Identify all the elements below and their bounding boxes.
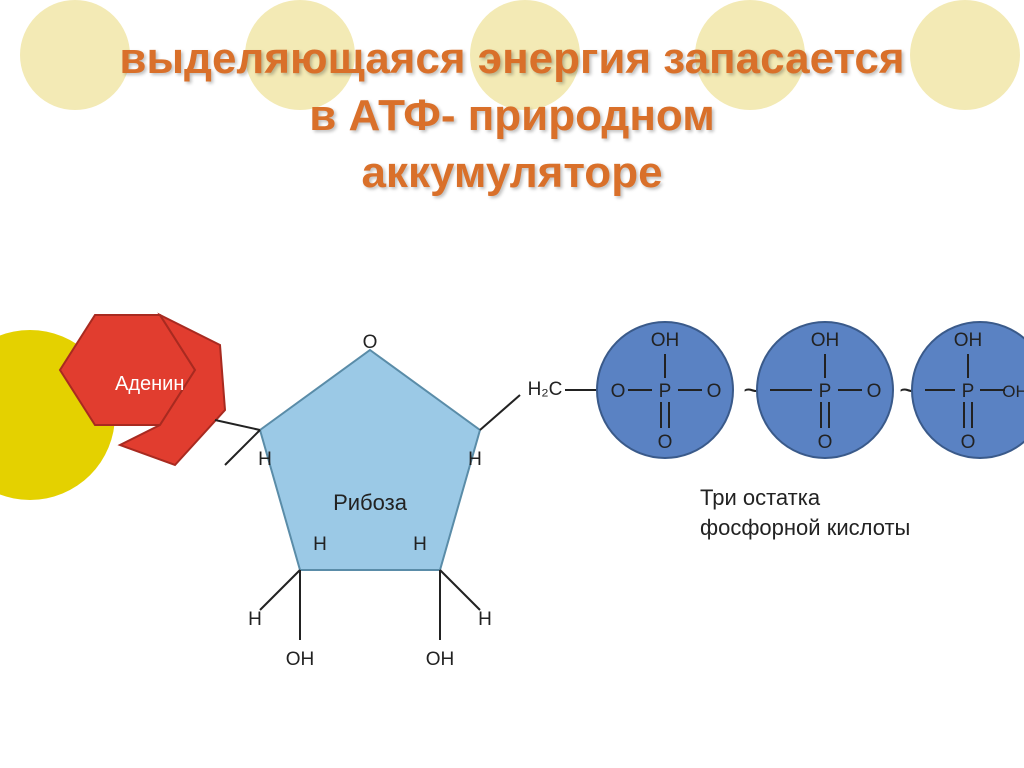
- ribose-oh-left: OH: [286, 649, 315, 670]
- ribose-group: O H H H H Рибоза: [258, 332, 482, 570]
- svg-text:OH: OH: [1002, 382, 1024, 401]
- adenine-label: Аденин: [115, 373, 184, 395]
- phosphate-1: O P O OH O: [597, 322, 733, 458]
- svg-text:O: O: [818, 432, 833, 453]
- svg-text:OH: OH: [651, 330, 680, 351]
- ribose-h-2: H: [468, 449, 482, 470]
- svg-text:O: O: [707, 381, 722, 402]
- svg-text:O: O: [611, 381, 626, 402]
- ribose-h-1: H: [258, 449, 272, 470]
- title-line-2: в АТФ- природном: [0, 87, 1024, 144]
- ribose-h-4: H: [413, 534, 427, 555]
- ribose-label: Рибоза: [333, 490, 408, 515]
- title-line-1: выделяющаяся энергия запасается: [0, 30, 1024, 87]
- adenine-ribose-bond: [215, 420, 260, 430]
- svg-text:O: O: [658, 432, 673, 453]
- ribose-oh-right: OH: [426, 649, 455, 670]
- phosphate-caption-2: фосфорной кислоты: [700, 515, 910, 540]
- svg-text:O: O: [961, 432, 976, 453]
- ribose-h-right: H: [478, 609, 492, 630]
- title: выделяющаяся энергия запасается в АТФ- п…: [0, 30, 1024, 202]
- ribose-h-3: H: [313, 534, 327, 555]
- phosphate-2: P O OH O: [757, 322, 893, 458]
- ribose-h-left: H: [248, 609, 262, 630]
- adenine-group: Аденин: [60, 315, 225, 465]
- title-line-3: аккумуляторе: [0, 144, 1024, 201]
- svg-text:OH: OH: [954, 330, 983, 351]
- phosphate-3: P OH OH O: [912, 322, 1024, 458]
- svg-text:OH: OH: [811, 330, 840, 351]
- svg-text:P: P: [659, 381, 672, 402]
- ribose-o: O: [363, 332, 378, 353]
- phosphate-caption-1: Три остатка: [700, 485, 821, 510]
- svg-text:P: P: [819, 381, 832, 402]
- svg-text:O: O: [867, 381, 882, 402]
- atp-diagram: Аденин O H H H H Рибоза H: [0, 290, 1024, 740]
- ch2-label: H₂C: [528, 379, 563, 400]
- svg-text:P: P: [962, 381, 975, 402]
